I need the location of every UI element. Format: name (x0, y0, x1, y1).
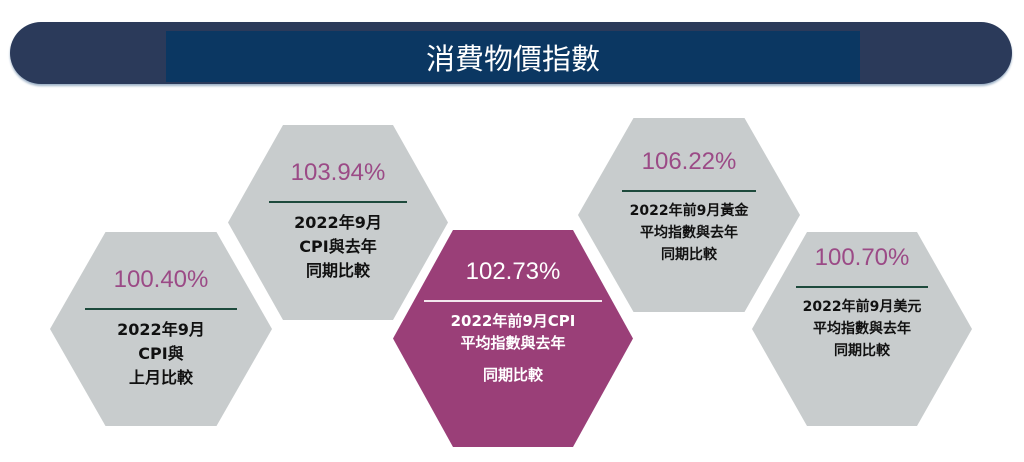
hexagon-value: 102.73% (465, 258, 561, 285)
hexagon-cpi-average-highlight: 102.73% 2022年前9月CPI 平均指數與去年 同期比較 (393, 230, 633, 447)
divider (85, 308, 237, 310)
hexagon-cpi-month-over-month: 100.40% 2022年9月 CPI與 上月比較 (50, 232, 272, 426)
hexagon-label: 2022年9月 CPI與去年 同期比較 (294, 213, 382, 280)
divider (269, 201, 407, 203)
divider (796, 286, 928, 288)
title-banner: 消費物價指數 (10, 22, 1012, 84)
hexagon-cpi-year-over-year: 103.94% 2022年9月 CPI與去年 同期比較 (228, 125, 448, 320)
page-title: 消費物價指數 (425, 41, 600, 76)
hexagon-label: 2022年前9月美元 平均指數與去年 同期比較 (802, 299, 922, 359)
hexagon-value: 100.70% (814, 244, 910, 271)
hexagon-label: 2022年9月 CPI與 上月比較 (117, 320, 205, 387)
hexagon-usd-average: 100.70% 2022年前9月美元 平均指數與去年 同期比較 (752, 232, 972, 426)
title-banner-inner: 消費物價指數 (166, 31, 860, 82)
hexagon-label: 2022年前9月CPI 平均指數與去年 同期比較 (450, 312, 576, 384)
hexagon-value: 103.94% (290, 159, 386, 186)
divider (424, 300, 602, 302)
divider (622, 190, 756, 192)
hexagon-gold-average: 106.22% 2022年前9月黃金 平均指數與去年 同期比較 (578, 118, 800, 312)
hexagon-value: 100.40% (113, 266, 209, 293)
hexagon-label: 2022年前9月黃金 平均指數與去年 同期比較 (629, 203, 749, 263)
hexagon-value: 106.22% (641, 148, 737, 175)
